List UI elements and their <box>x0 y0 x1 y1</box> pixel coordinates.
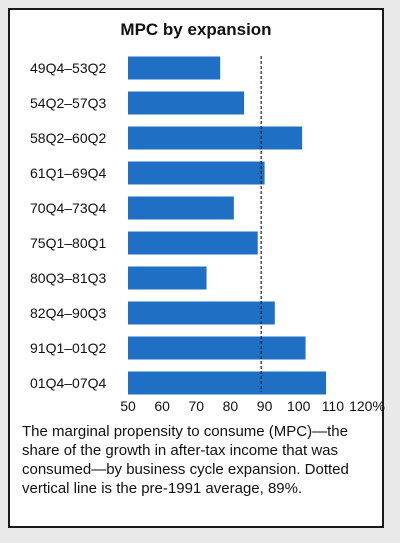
x-tick-label: 100 <box>287 398 311 414</box>
category-label: 75Q1–80Q1 <box>30 235 106 251</box>
bar <box>128 301 275 325</box>
x-tick-label: 110 <box>322 398 345 414</box>
bar <box>128 266 207 290</box>
chart-panel: MPC by expansion 49Q4–53Q2 54Q2–57Q3 58Q2–… <box>8 8 385 528</box>
chart-caption: The marginal propensity to consume (MPC)… <box>22 423 349 497</box>
category-label: 49Q4–53Q2 <box>30 60 106 76</box>
bar-chart: 49Q4–53Q2 54Q2–57Q3 58Q2–60Q2 61Q1–69Q4 70Q4… <box>30 56 385 414</box>
x-tick-label: 90 <box>257 398 273 414</box>
category-label: 80Q3–81Q3 <box>30 270 106 286</box>
bar <box>128 371 327 395</box>
category-label: 61Q1–69Q4 <box>30 165 106 181</box>
bar <box>128 126 303 150</box>
category-label: 91Q1–01Q2 <box>30 340 106 356</box>
bar <box>128 56 221 80</box>
bar <box>128 336 306 360</box>
category-label: 54Q2–57Q3 <box>30 95 106 111</box>
bar <box>128 231 258 255</box>
chart-title: MPC by expansion <box>120 20 272 39</box>
category-label: 58Q2–60Q2 <box>30 130 106 146</box>
category-label: 82Q4–90Q3 <box>30 305 106 321</box>
category-label: 01Q4–07Q4 <box>30 375 106 391</box>
category-label: 70Q4–73Q4 <box>30 200 106 216</box>
bar <box>128 161 265 185</box>
bar <box>128 91 245 115</box>
x-tick-label: 120% <box>349 398 385 414</box>
x-tick-label: 60 <box>154 398 170 414</box>
bar <box>128 196 234 220</box>
x-tick-label: 80 <box>223 398 239 414</box>
x-tick-label: 50 <box>120 398 136 414</box>
x-tick-label: 70 <box>188 398 204 414</box>
